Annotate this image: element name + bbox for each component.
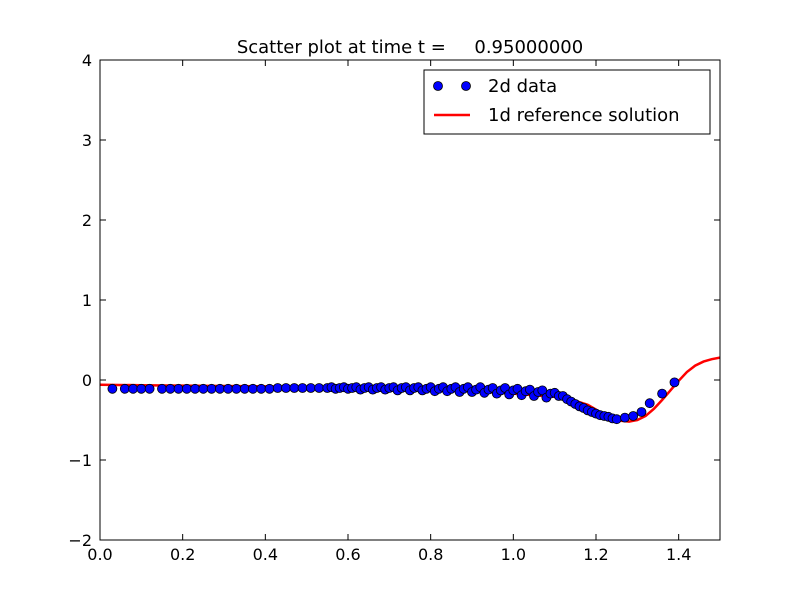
data-point bbox=[119, 383, 130, 394]
data-point bbox=[206, 383, 217, 394]
legend-marker-2d-2 bbox=[461, 81, 471, 91]
x-tick-label: 0.6 bbox=[335, 545, 360, 564]
data-point bbox=[628, 411, 639, 421]
data-point bbox=[644, 398, 655, 409]
x-tick-label: 0.2 bbox=[170, 545, 195, 564]
y-tick-label: 3 bbox=[82, 131, 92, 150]
y-tick-label: 2 bbox=[82, 211, 92, 230]
data-point bbox=[173, 383, 184, 394]
data-point bbox=[107, 383, 118, 394]
data-point bbox=[165, 383, 176, 394]
data-point bbox=[657, 388, 667, 399]
data-point bbox=[223, 383, 234, 394]
data-point bbox=[198, 383, 209, 394]
data-point bbox=[136, 383, 147, 394]
x-tick-label: 1.0 bbox=[501, 545, 526, 564]
data-point bbox=[281, 383, 291, 393]
data-point bbox=[239, 383, 250, 394]
data-point bbox=[144, 383, 155, 394]
x-tick-label: 1.4 bbox=[666, 545, 691, 564]
data-point bbox=[297, 383, 308, 393]
data-point bbox=[231, 383, 242, 394]
data-point bbox=[214, 383, 225, 394]
x-axis: 0.0 0.2 0.4 0.6 0.8 1.0 1.2 1.4 bbox=[87, 60, 691, 564]
y-tick-label: 0 bbox=[82, 371, 92, 390]
x-tick-label: 0.4 bbox=[253, 545, 278, 564]
x-tick-label: 0.0 bbox=[87, 545, 112, 564]
y-tick-label: 4 bbox=[82, 51, 92, 70]
legend-marker-2d-1 bbox=[433, 81, 443, 91]
y-tick-label: −2 bbox=[68, 531, 92, 550]
data-point bbox=[256, 383, 267, 394]
data-point bbox=[181, 383, 192, 394]
data-point bbox=[611, 414, 622, 425]
legend-label-1d: 1d reference solution bbox=[488, 105, 680, 126]
data-point bbox=[636, 407, 647, 417]
data-point bbox=[289, 383, 300, 393]
y-tick-label: 1 bbox=[82, 291, 92, 310]
legend: 2d data 1d reference solution bbox=[423, 69, 711, 135]
data-point bbox=[190, 383, 201, 394]
y-tick-label: −1 bbox=[68, 451, 92, 470]
data-point bbox=[128, 383, 139, 394]
data-point bbox=[272, 383, 283, 393]
x-tick-label: 0.8 bbox=[418, 545, 443, 564]
data-point bbox=[669, 377, 680, 388]
chart-title: Scatter plot at time t = 0.95000000 bbox=[237, 37, 583, 58]
series-layer bbox=[100, 356, 720, 425]
data-point bbox=[157, 383, 167, 394]
legend-box bbox=[423, 69, 711, 135]
data-point bbox=[305, 383, 316, 393]
data-point bbox=[620, 412, 630, 423]
legend-label-2d: 2d data bbox=[488, 76, 557, 97]
data-point bbox=[314, 383, 325, 393]
y-axis: −2 −1 0 1 2 3 4 bbox=[68, 51, 720, 550]
x-tick-label: 1.2 bbox=[583, 545, 608, 564]
data-point bbox=[247, 383, 258, 394]
data-point bbox=[264, 383, 275, 394]
